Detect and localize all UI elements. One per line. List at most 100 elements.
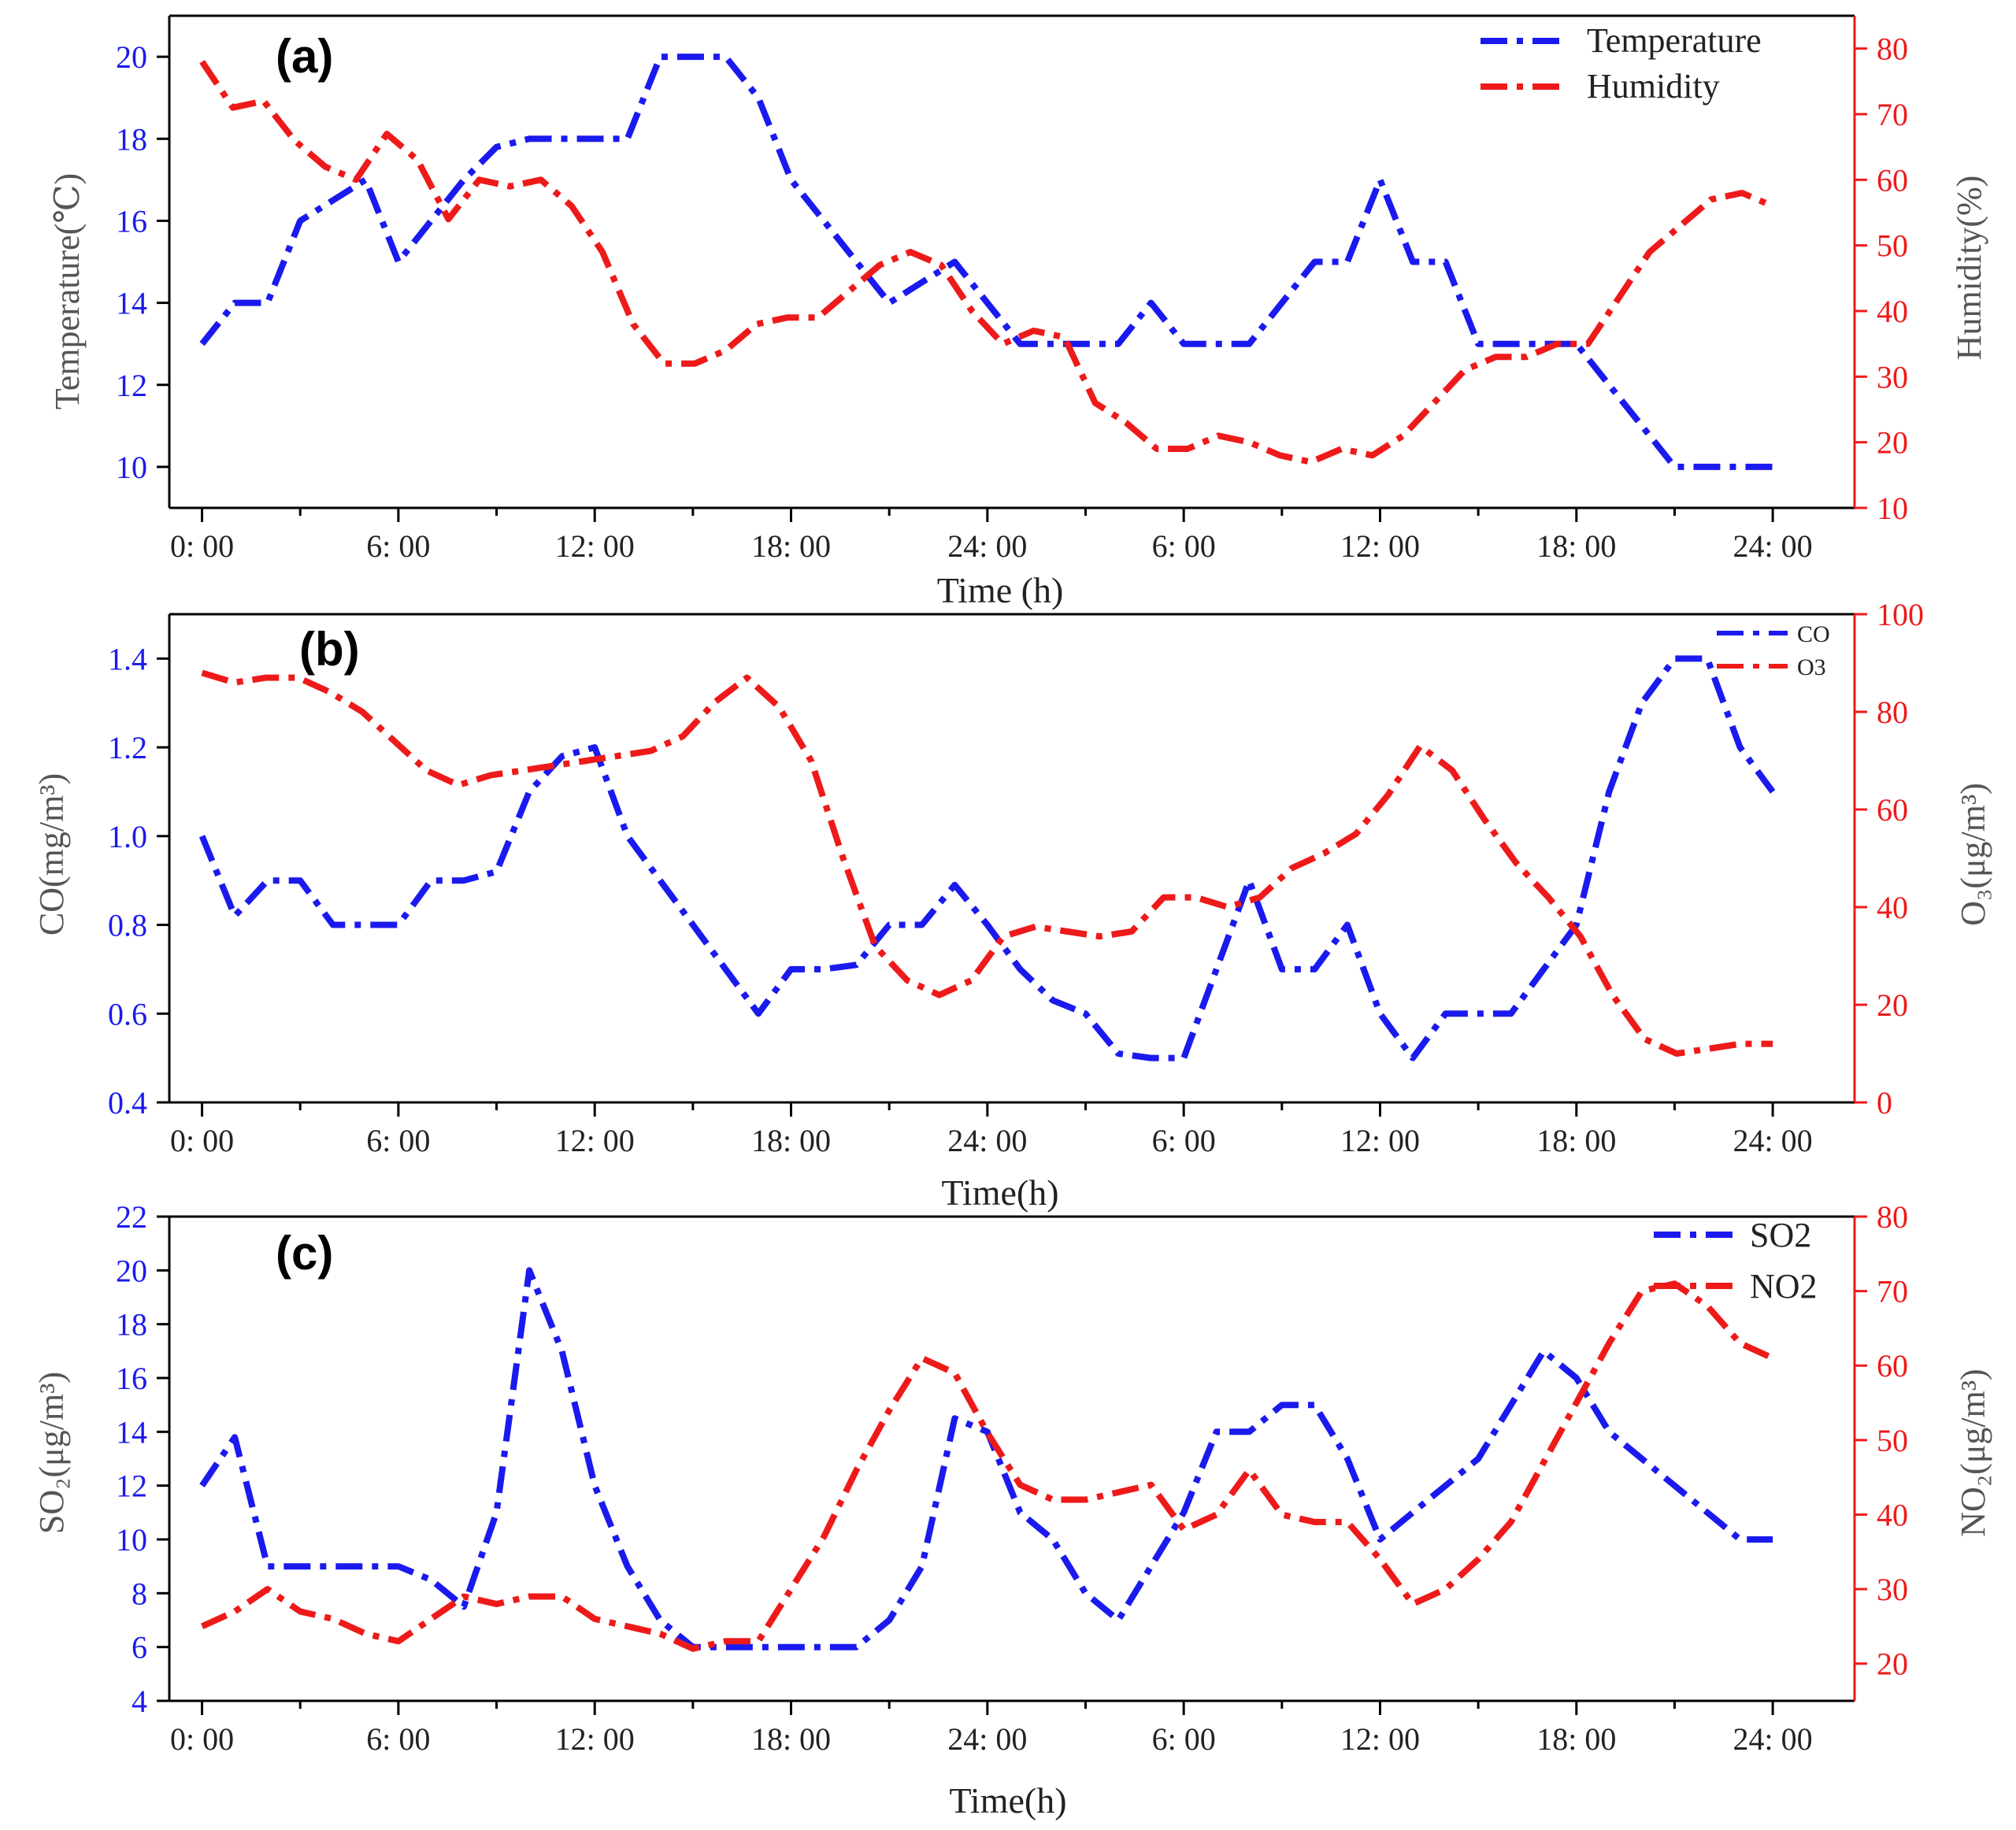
left-y-tick-label: 16 (116, 1361, 147, 1396)
right-y-tick-label: 40 (1877, 1497, 1908, 1532)
right-y-tick-label: 40 (1877, 890, 1908, 925)
x-tick-label: 18: 00 (1536, 1721, 1616, 1757)
x-tick-label: 6: 00 (366, 1721, 430, 1757)
right-y-tick-label: 70 (1877, 97, 1908, 132)
panel-b: 0: 00 6: 00 12: 00 18: 00 24: 00 6: 00 12: 00 1… (32, 597, 1992, 1213)
right-y-tick-label: 80 (1877, 1199, 1908, 1235)
right-y-tick-label: 80 (1877, 31, 1908, 67)
x-tick-label: 12: 00 (555, 1123, 635, 1158)
right-y-tick-label: 50 (1877, 1423, 1908, 1458)
x-tick-label: 6: 00 (1152, 1123, 1216, 1158)
left-y-tick-label: 20 (116, 1253, 147, 1288)
panel-b-plot: 0: 00 6: 00 12: 00 18: 00 24: 00 6: 00 12: 00 1… (108, 597, 1924, 1158)
x-tick-label: 12: 00 (1340, 528, 1420, 564)
x-tick-label: 0: 00 (170, 1721, 234, 1757)
legend-label-temperature: Temperature (1587, 21, 1762, 60)
x-tick-label: 24: 00 (947, 1123, 1027, 1158)
right-y-tick-label: 20 (1877, 1647, 1908, 1682)
panel-a-legend: Temperature Humidity (1480, 21, 1762, 106)
series-line-temperature (199, 54, 1773, 470)
left-y-tick-label: 4 (132, 1684, 147, 1719)
x-tick-label: 18: 00 (751, 1123, 831, 1158)
right-y-tick-label: 30 (1877, 1572, 1908, 1607)
x-tick-label: 0: 00 (170, 528, 234, 564)
x-tick-label: 12: 00 (555, 528, 635, 564)
left-y-tick-label: 14 (116, 1414, 147, 1450)
series-line-no2 (200, 1280, 1774, 1652)
left-y-tick-label: 20 (116, 39, 147, 75)
legend-label-humidity: Humidity (1587, 67, 1720, 106)
left-y-tick-label: 12 (116, 1469, 147, 1504)
legend-label-o3: O3 (1797, 654, 1826, 680)
panel-b-legend: CO O3 (1717, 621, 1830, 680)
panel-a-label: (a) (276, 30, 333, 83)
panel-c-legend: SO2 NO2 (1654, 1216, 1818, 1306)
right-y-tick-label: 60 (1877, 792, 1908, 828)
legend-label-so2: SO2 (1750, 1216, 1811, 1254)
left-y-tick-label: 12 (116, 368, 147, 403)
x-tick-label: 24: 00 (1733, 1721, 1813, 1757)
right-y-tick-label: 70 (1877, 1274, 1908, 1310)
right-y-tick-label: 80 (1877, 695, 1908, 730)
left-y-tick-label: 1.2 (108, 730, 147, 765)
x-tick-label: 18: 00 (751, 1721, 831, 1757)
right-y-tick-label: 60 (1877, 162, 1908, 198)
panel-a-right-ylabel: Humidity(%) (1950, 176, 1988, 361)
left-y-tick-label: 22 (116, 1199, 147, 1235)
left-y-tick-label: 1.4 (108, 641, 147, 676)
panel-a-xlabel: Time (h) (937, 570, 1064, 610)
right-y-tick-label: 100 (1877, 597, 1924, 632)
x-tick-label: 12: 00 (1340, 1123, 1420, 1158)
right-y-tick-label: 40 (1877, 294, 1908, 329)
panel-b-right-ylabel: O₃(μg/m³) (1954, 783, 1992, 926)
x-tick-label: 6: 00 (366, 528, 430, 564)
left-y-tick-label: 0.6 (108, 996, 147, 1032)
legend-label-co: CO (1797, 621, 1830, 647)
left-y-tick-label: 18 (116, 1307, 147, 1343)
left-y-tick-label: 10 (116, 450, 147, 485)
left-y-tick-label: 1.0 (108, 819, 147, 854)
series-line-so2 (199, 1267, 1773, 1650)
series-line-co (198, 655, 1776, 1061)
legend-label-no2: NO2 (1750, 1267, 1818, 1306)
x-tick-label: 24: 00 (947, 1721, 1027, 1757)
right-y-tick-label: 30 (1877, 359, 1908, 395)
x-tick-label: 18: 00 (1536, 1123, 1616, 1158)
left-y-tick-label: 0.4 (108, 1085, 147, 1121)
x-tick-label: 24: 00 (947, 528, 1027, 564)
panel-c: 0: 00 6: 00 12: 00 18: 00 24: 00 6: 00 12: 00 1… (32, 1199, 1992, 1821)
panel-c-right-ylabel: NO₂(μg/m³) (1954, 1369, 1992, 1536)
panel-a-plot: 0: 00 6: 00 12: 00 18: 00 24: 00 6: 00 12: 00 1… (116, 14, 1908, 564)
left-y-tick-label: 10 (116, 1522, 147, 1558)
left-y-tick-label: 0.8 (108, 908, 147, 943)
x-tick-label: 6: 00 (1152, 528, 1216, 564)
panel-a: 0: 00 6: 00 12: 00 18: 00 24: 00 6: 00 12: 00 1… (48, 14, 1988, 610)
left-y-tick-label: 18 (116, 121, 147, 157)
x-tick-label: 12: 00 (1340, 1721, 1420, 1757)
panel-b-xlabel: Time(h) (941, 1172, 1058, 1213)
panel-c-left-ylabel: SO₂(μg/m³) (32, 1372, 71, 1534)
x-tick-label: 18: 00 (751, 528, 831, 564)
left-y-tick-label: 16 (116, 203, 147, 239)
right-y-tick-label: 20 (1877, 987, 1908, 1023)
left-y-tick-label: 14 (116, 286, 147, 321)
x-tick-label: 6: 00 (366, 1123, 430, 1158)
panel-c-label: (c) (276, 1227, 333, 1280)
right-y-tick-label: 60 (1877, 1348, 1908, 1384)
right-y-tick-label: 10 (1877, 491, 1908, 526)
right-y-tick-label: 0 (1877, 1085, 1892, 1121)
panel-a-left-ylabel: Temperature(℃) (48, 173, 87, 409)
left-y-tick-label: 6 (132, 1630, 147, 1665)
x-tick-label: 18: 00 (1536, 528, 1616, 564)
series-line-humidity (199, 60, 1774, 465)
x-tick-label: 12: 00 (555, 1721, 635, 1757)
panel-c-plot: 0: 00 6: 00 12: 00 18: 00 24: 00 6: 00 12: 00 1… (116, 1199, 1908, 1757)
right-y-tick-label: 50 (1877, 228, 1908, 264)
series-line-o3 (201, 669, 1773, 1057)
x-tick-label: 24: 00 (1733, 1123, 1813, 1158)
right-y-tick-label: 20 (1877, 425, 1908, 461)
x-tick-label: 0: 00 (170, 1123, 234, 1158)
panel-b-left-ylabel: CO(mg/m³) (32, 773, 71, 935)
x-tick-label: 6: 00 (1152, 1721, 1216, 1757)
